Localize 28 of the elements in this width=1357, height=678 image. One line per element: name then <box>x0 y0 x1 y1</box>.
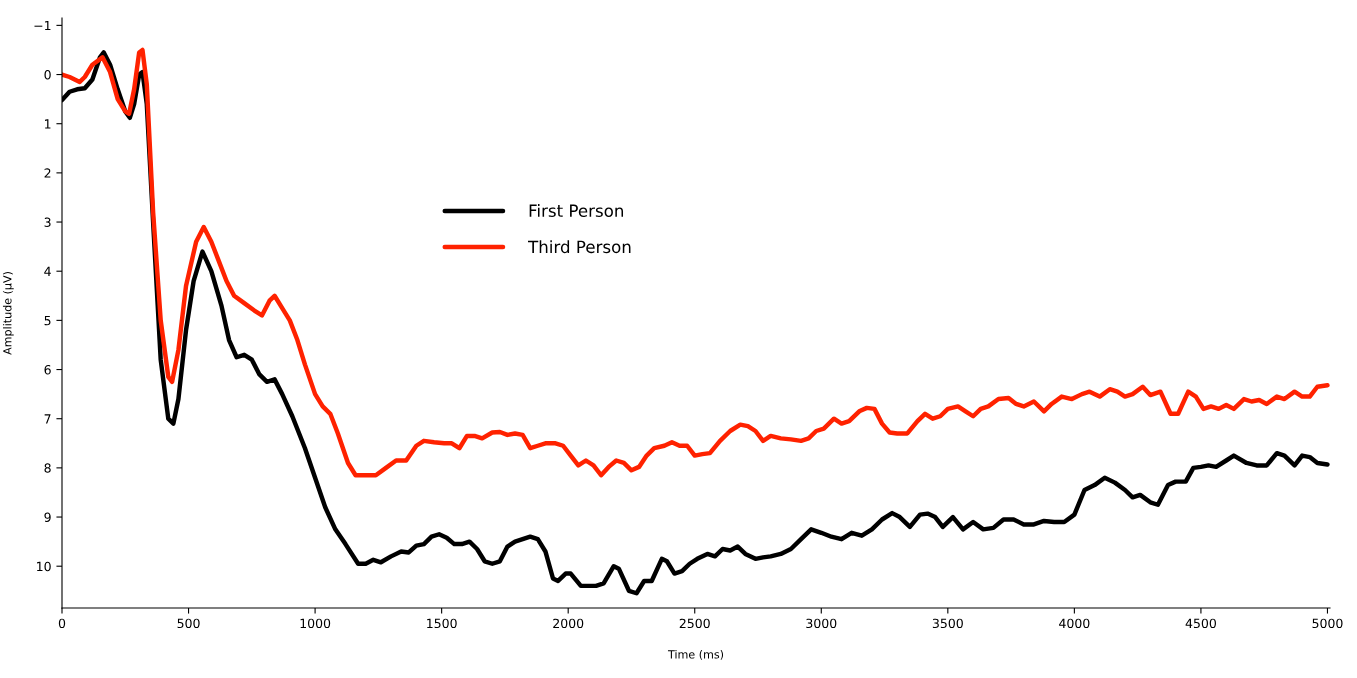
y-tick-label: 4 <box>44 266 51 276</box>
y-tick-label: 0 <box>44 70 51 80</box>
y-tick-label: 6 <box>44 365 51 375</box>
y-tick-label: 1 <box>45 119 51 129</box>
y-tick-label: −1 <box>34 21 51 31</box>
x-tick-label: 3500 <box>932 618 963 629</box>
y-axis-title: Amplitude (µV) <box>2 272 14 355</box>
line-series <box>62 47 1330 478</box>
x-tick-label: 1000 <box>300 618 331 629</box>
x-tick-label: 5000 <box>1312 618 1343 629</box>
x-tick-label: 4500 <box>1185 618 1216 629</box>
x-tick-label: 2000 <box>553 618 584 629</box>
y-tick-label: 8 <box>44 463 51 473</box>
x-tick-label: 4000 <box>1059 618 1090 629</box>
x-tick-label: 3000 <box>806 618 837 629</box>
legend-label: Third Person <box>528 240 631 254</box>
x-tick-label: 1500 <box>427 618 457 629</box>
y-tick-label: 2 <box>44 168 51 178</box>
x-tick-label: 0 <box>58 618 66 629</box>
x-axis-title: Time (ms) <box>667 649 724 660</box>
y-tick-label: 5 <box>44 316 51 326</box>
legend-label: First Person <box>529 204 624 217</box>
y-tick-label: 3 <box>44 217 51 227</box>
y-tick-label: 7 <box>44 414 51 424</box>
y-tick-label: 9 <box>44 512 51 522</box>
x-tick-label: 500 <box>177 618 200 629</box>
x-tick-label: 2500 <box>679 618 710 629</box>
y-tick-label: 10 <box>37 561 51 572</box>
